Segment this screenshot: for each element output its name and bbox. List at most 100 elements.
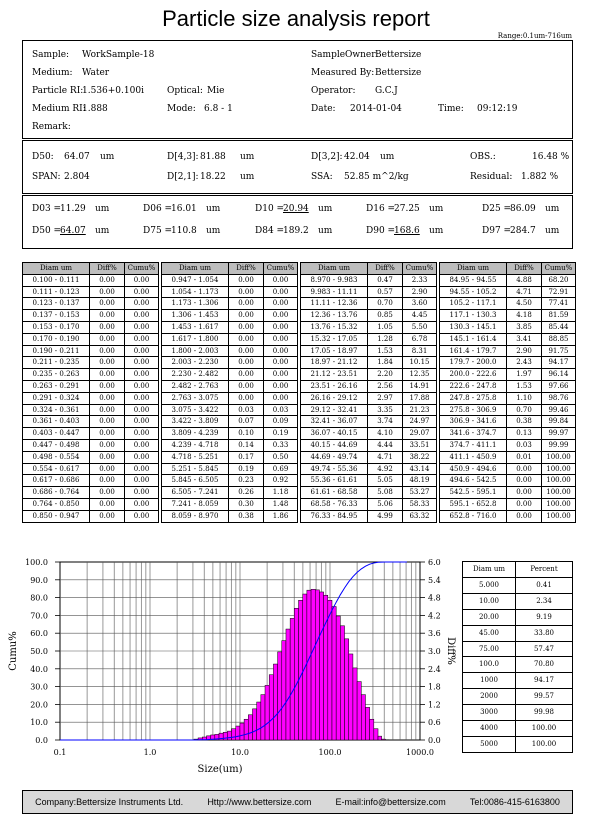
table-row: 61.61 - 68.58 5.08 53.27	[300, 486, 437, 499]
table-cell: 0.947 - 1.054	[161, 273, 229, 287]
d43-label: D[4,3]:	[167, 152, 199, 162]
diff-bar	[248, 714, 253, 741]
y2-axis-label: Diff%	[445, 637, 456, 665]
table-row: 0.190 - 0.211 0.00 0.00	[22, 344, 159, 358]
owner-value: Bettersize	[375, 50, 422, 60]
d50-unit: um	[100, 152, 115, 162]
table-cell: 0.00	[228, 320, 264, 334]
table-cell: 0.291 - 0.324	[22, 391, 90, 405]
diff-bar	[361, 694, 366, 741]
footer-website-link[interactable]: Http://www.bettersize.com	[207, 797, 312, 807]
table-cell: 247.8 - 275.8	[439, 391, 507, 405]
medium-value: Water	[82, 68, 110, 78]
table-row: 200.0 - 222.6 1.97 96.14	[439, 368, 576, 381]
table-cell: 88.85	[541, 332, 576, 346]
table-cell: 0.00	[124, 462, 159, 476]
table-cell: 61.61 - 68.58	[300, 486, 368, 499]
table-row: 84.95 - 94.55 4.88 68.20	[439, 273, 576, 287]
table-cell: 0.03	[506, 438, 542, 452]
table-header: Diam um	[439, 262, 507, 275]
table-cell: 53.27	[402, 486, 437, 499]
table-cell: 0.00	[124, 486, 159, 499]
y2-tick-label: 6.0	[428, 558, 441, 567]
table-cell: 40.15 - 44.69	[300, 438, 368, 452]
table-cell: 3.35	[367, 403, 403, 417]
table-cell: 14.91	[402, 379, 437, 393]
table-cell: 0.211 - 0.235	[22, 356, 90, 370]
diff-bar	[243, 718, 249, 741]
diff-bar	[231, 728, 237, 741]
table-cell: 0.00	[89, 344, 125, 358]
table-row: 44.69 - 49.74 4.71 38.22	[300, 450, 437, 464]
table-header: Diam um	[300, 262, 368, 275]
table-header: Cumu%	[263, 262, 298, 275]
table-row: 0.291 - 0.324 0.00 0.00	[22, 391, 159, 405]
table-cell: 0.00	[263, 332, 298, 346]
table-cell: 0.00	[124, 438, 159, 452]
table-cell: 0.00	[89, 285, 125, 299]
dvalue-value: 20.94	[283, 204, 309, 214]
dvalue-value: 27.25	[394, 204, 420, 214]
table-row: 2.003 - 2.230 0.00 0.00	[161, 356, 298, 370]
table-cell: 68.58 - 76.33	[300, 497, 368, 511]
percent-table-row: 5000 100.00	[462, 735, 573, 753]
d21-value: 18.22	[200, 172, 226, 182]
percent-table-cell: 4000	[462, 720, 516, 737]
diff-bar	[335, 615, 341, 741]
table-cell: 12.35	[402, 368, 437, 381]
table-cell: 0.686 - 0.764	[22, 486, 90, 499]
table-cell: 36.07 - 40.15	[300, 427, 368, 440]
table-row: 40.15 - 44.69 4.44 33.51	[300, 438, 437, 452]
table-cell: 0.85	[367, 309, 403, 322]
percent-table-cell: 100.00	[515, 735, 573, 753]
table-cell: 0.447 - 0.498	[22, 438, 90, 452]
percent-table: Diam um Percent 5.000 0.41 10.00 2.34 20.00 9.1…	[462, 561, 573, 753]
dvalue-unit: um	[95, 226, 110, 236]
table-cell: 4.45	[402, 309, 437, 322]
table-row: 13.76 - 15.32 1.05 5.50	[300, 320, 437, 334]
dvalue-unit: um	[206, 226, 221, 236]
table-cell: 3.422 - 3.809	[161, 415, 229, 429]
table-cell: 58.33	[402, 497, 437, 511]
y2-tick-label: 4.8	[428, 594, 441, 603]
table-cell: 0.07	[228, 415, 264, 429]
table-cell: 18.97 - 21.12	[300, 356, 368, 370]
diff-bar	[323, 594, 329, 741]
table-cell: 6.78	[402, 332, 437, 346]
mode-value: 6.8 - 1	[204, 104, 233, 114]
y2-tick-label: 5.4	[428, 576, 441, 585]
d21-label: D[2,1]:	[167, 172, 199, 182]
time-label: Time:	[438, 104, 464, 114]
table-row: 179.7 - 200.0 2.43 94.17	[439, 356, 576, 370]
diff-bar	[260, 694, 266, 741]
table-cell: 94.17	[541, 356, 576, 370]
table-cell: 4.18	[506, 309, 542, 322]
table-cell: 3.41	[506, 332, 542, 346]
table-cell: 0.23	[228, 474, 264, 488]
y2-tick-label: 4.2	[428, 611, 441, 620]
table-cell: 0.00	[89, 486, 125, 499]
table-cell: 100.00	[541, 497, 576, 511]
table-cell: 1.617 - 1.800	[161, 332, 229, 346]
y-tick-label: 80.0	[30, 594, 48, 603]
size-table-block: Diam um Diff% Cumu% 8.970 - 9.983 0.47 2.33 9.…	[300, 262, 437, 523]
table-cell: 0.00	[89, 427, 125, 440]
stats-box	[22, 140, 573, 194]
table-cell: 0.123 - 0.137	[22, 297, 90, 311]
diff-bar	[348, 653, 354, 741]
table-cell: 0.617 - 0.686	[22, 474, 90, 488]
diff-bar	[252, 708, 257, 741]
dvalues-box	[22, 195, 573, 249]
table-cell: 0.14	[228, 438, 264, 452]
footer-email-link[interactable]: E-mail:info@bettersize.com	[335, 797, 446, 807]
table-cell: 2.33	[402, 273, 437, 287]
table-cell: 1.53	[367, 344, 403, 358]
d50-label: D50:	[32, 152, 54, 162]
table-cell: 0.00	[263, 344, 298, 358]
table-cell: 76.33 - 84.95	[300, 509, 368, 523]
dvalue-unit: um	[545, 204, 560, 214]
table-cell: 0.70	[367, 297, 403, 311]
table-row: 145.1 - 161.4 3.41 88.85	[439, 332, 576, 346]
table-cell: 0.00	[506, 509, 542, 523]
percent-table-cell: 70.80	[515, 656, 573, 674]
